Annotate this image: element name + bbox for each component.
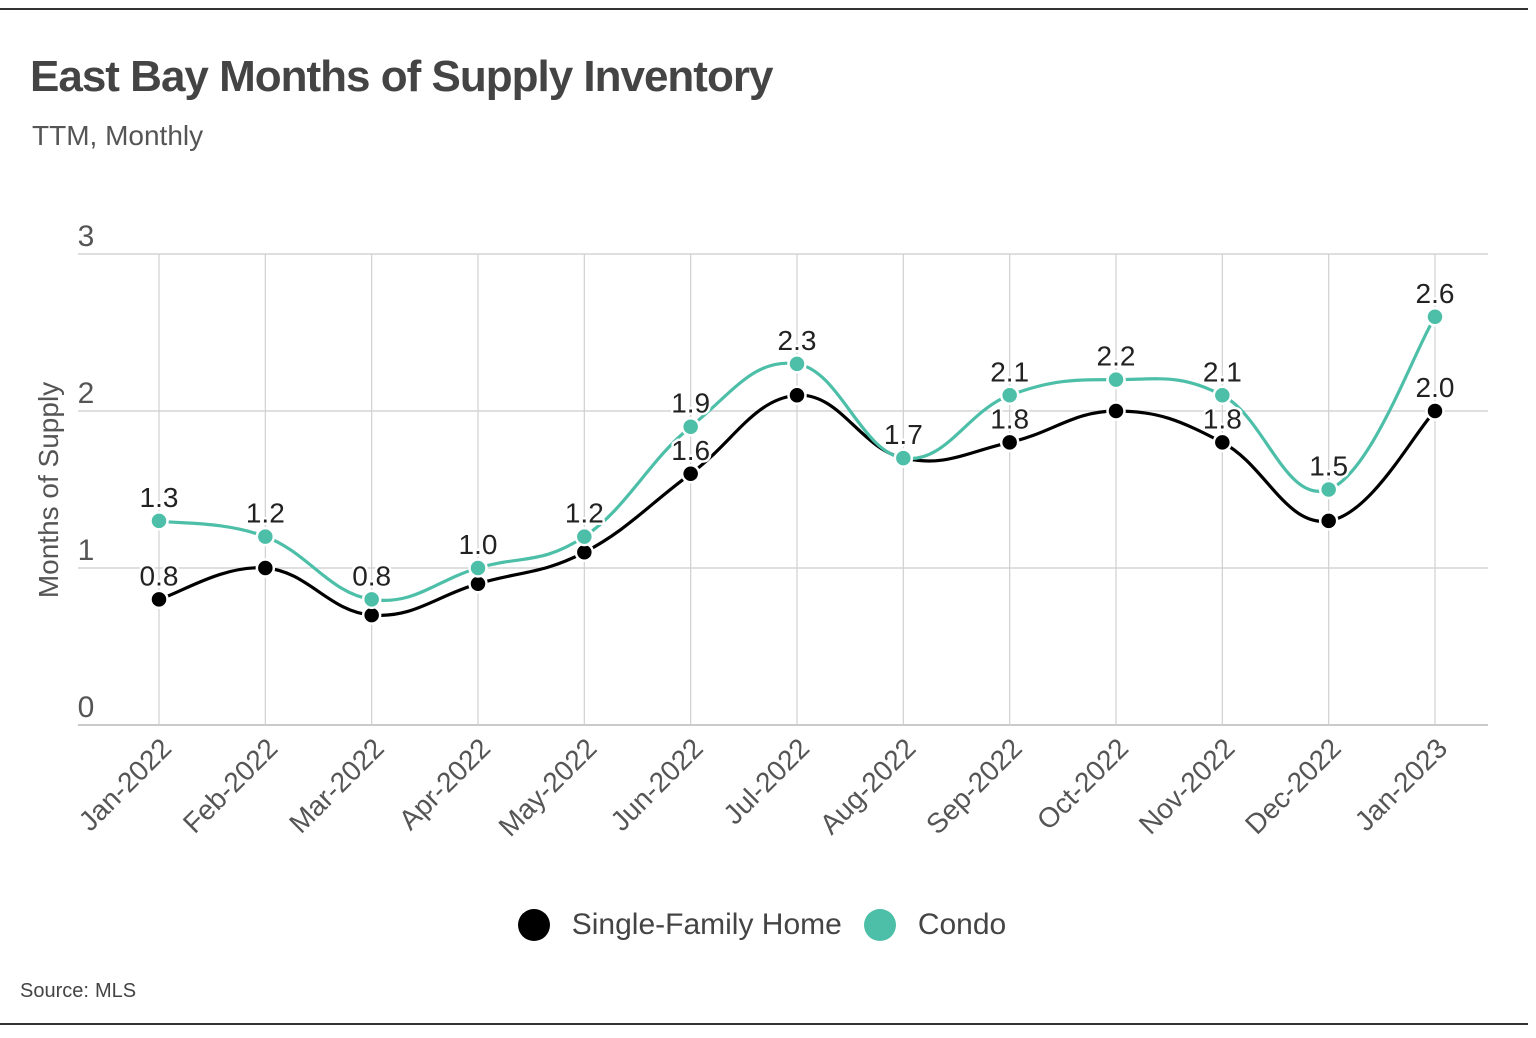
data-point-condo — [999, 385, 1020, 406]
data-point-single-family-home — [255, 558, 276, 578]
data-point-single-family-home — [680, 464, 701, 484]
x-tick-label: Jun-2022 — [604, 732, 708, 836]
x-tick-label: Mar-2022 — [283, 732, 390, 839]
data-point-condo — [1425, 307, 1445, 327]
data-label-single-family-home: 1.6 — [671, 435, 710, 466]
data-point-single-family-home — [1425, 401, 1445, 421]
x-tick-label: Oct-2022 — [1031, 732, 1134, 835]
legend-swatch-condo — [863, 909, 896, 941]
data-point-single-family-home — [1212, 432, 1233, 453]
source-note: Source: MLS — [20, 980, 136, 1003]
x-tick-label: Jul-2022 — [717, 732, 815, 830]
legend-item-condo: Condo — [863, 908, 1007, 942]
data-label-condo: 2.6 — [1416, 278, 1455, 309]
x-tick-label: Aug-2022 — [814, 732, 922, 840]
data-point-condo — [149, 511, 169, 531]
data-point-condo — [787, 354, 807, 374]
data-label-condo: 2.1 — [1203, 356, 1242, 387]
legend-item-single-family: Single-Family Home — [517, 908, 842, 942]
data-label-condo: 0.8 — [352, 560, 391, 591]
data-label-condo: 1.0 — [459, 529, 498, 560]
x-tick-label: Sep-2022 — [920, 732, 1028, 840]
data-point-condo — [361, 589, 382, 610]
y-tick-label: 3 — [78, 220, 95, 253]
data-point-single-family-home — [999, 432, 1020, 453]
data-point-condo — [680, 416, 701, 437]
y-axis-label: Months of Supply — [33, 382, 64, 598]
legend-swatch-single-family — [517, 909, 550, 941]
data-label-condo: 1.2 — [565, 498, 604, 529]
top-rule — [0, 8, 1528, 10]
data-label-condo: 2.3 — [778, 325, 817, 356]
source-value: MLS — [94, 980, 137, 1002]
data-point-condo — [574, 526, 595, 547]
y-tick-label: 1 — [78, 534, 95, 567]
y-tick-label: 0 — [78, 691, 95, 724]
data-point-condo — [1212, 385, 1233, 406]
data-label-condo: 1.3 — [140, 482, 179, 513]
data-label-condo: 2.2 — [1097, 341, 1136, 372]
x-tick-label: May-2022 — [493, 732, 603, 842]
data-label-condo: 1.7 — [884, 419, 923, 450]
x-tick-label: Apr-2022 — [393, 732, 496, 835]
data-label-single-family-home: 0.8 — [140, 560, 179, 591]
data-point-condo — [1106, 369, 1126, 390]
data-point-single-family-home — [149, 589, 169, 610]
data-label-condo: 1.2 — [246, 498, 285, 529]
data-label-condo: 2.1 — [990, 356, 1029, 387]
data-label-condo: 1.9 — [671, 388, 710, 419]
data-point-single-family-home — [787, 385, 807, 406]
series-layer — [149, 307, 1445, 625]
data-label-layer: 0.8 1.6 1.8 1.8 2.0 1.3 1.2 0.8 1.0 1.2 1.9 2.3 1.7 2… — [137, 275, 1457, 594]
y-tick-layer: 0 1 2 3 — [78, 220, 95, 724]
data-point-condo — [893, 448, 914, 468]
data-point-condo — [255, 526, 276, 547]
data-point-single-family-home — [1106, 401, 1126, 421]
data-label-single-family-home: 1.8 — [1203, 403, 1242, 434]
data-point-single-family-home — [1318, 511, 1339, 531]
data-label-single-family-home: 2.0 — [1416, 372, 1455, 403]
x-tick-layer: Jan-2022 Feb-2022 Mar-2022 Apr-2022May-2022… — [73, 732, 1453, 842]
x-tick-label: Nov-2022 — [1133, 732, 1241, 840]
y-tick-label: 2 — [78, 377, 95, 410]
chart-title: East Bay Months of Supply Inventory — [30, 52, 773, 101]
x-tick-label: Feb-2022 — [177, 732, 284, 839]
legend-label-condo: Condo — [917, 908, 1007, 941]
data-label-condo: 1.5 — [1309, 451, 1348, 482]
chart-subtitle: TTM, Monthly — [32, 120, 204, 151]
source-label: Source: — [20, 980, 89, 1002]
data-point-condo — [1318, 479, 1339, 500]
data-label-single-family-home: 1.8 — [990, 403, 1029, 434]
x-tick-label: Dec-2022 — [1239, 732, 1347, 840]
legend: Single-Family Home Condo — [0, 908, 1528, 942]
legend-label-single-family: Single-Family Home — [571, 908, 842, 941]
data-point-condo — [468, 558, 488, 578]
x-tick-label: Jan-2023 — [1349, 732, 1453, 836]
bottom-rule — [0, 1023, 1528, 1025]
x-tick-label: Jan-2022 — [73, 732, 177, 836]
